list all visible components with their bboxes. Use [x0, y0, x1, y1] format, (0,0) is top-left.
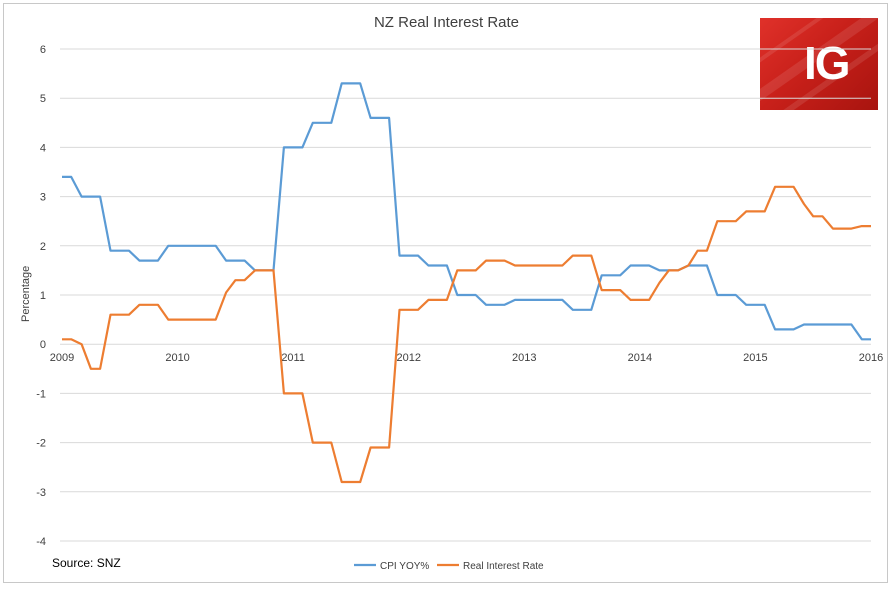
- y-tick-label: -2: [36, 438, 46, 450]
- y-tick-label: 1: [40, 290, 46, 302]
- source-note: Source: SNZ: [52, 556, 121, 570]
- x-tick-label: 2011: [281, 352, 305, 364]
- y-tick-label: -3: [36, 487, 46, 499]
- series-line-cpi-yoy-: [62, 82, 871, 341]
- x-tick-label: 2009: [50, 352, 74, 364]
- x-tick-label: 2016: [859, 352, 883, 364]
- y-tick-label: 3: [40, 192, 46, 204]
- legend-label: Real Interest Rate: [463, 561, 544, 572]
- x-tick-label: 2013: [512, 352, 536, 364]
- legend-label: CPI YOY%: [380, 561, 429, 572]
- ig-logo: IG: [760, 18, 878, 110]
- x-tick-label: 2015: [743, 352, 767, 364]
- x-tick-label: 2010: [165, 352, 189, 364]
- logo-text: IG: [804, 37, 851, 89]
- chart-frame: [3, 3, 888, 583]
- x-tick-label: 2014: [628, 352, 652, 364]
- y-tick-label: 4: [40, 142, 46, 154]
- y-tick-label: 2: [40, 241, 46, 253]
- series-line-real-interest-rate: [62, 185, 871, 484]
- y-tick-label: 6: [40, 44, 46, 56]
- chart-title: NZ Real Interest Rate: [373, 14, 520, 31]
- y-tick-label: -4: [36, 536, 46, 548]
- y-tick-label: 0: [40, 339, 46, 351]
- y-tick-label: 5: [40, 93, 46, 105]
- y-tick-label: -1: [36, 388, 46, 400]
- x-tick-label: 2012: [396, 352, 420, 364]
